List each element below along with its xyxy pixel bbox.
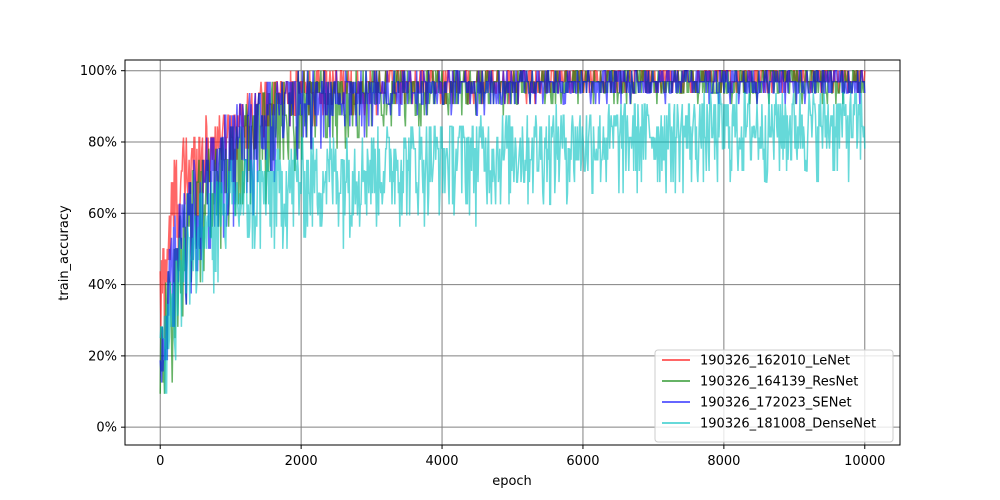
y-tick-label: 60% — [88, 207, 117, 222]
y-tick-label: 40% — [88, 278, 117, 293]
x-tick-label: 8000 — [707, 454, 740, 469]
x-tick-label: 10000 — [844, 454, 885, 469]
plot-frame — [124, 59, 901, 446]
legend-frame — [654, 349, 894, 443]
x-tick-label: 4000 — [425, 454, 458, 469]
x-axis-label: epoch — [492, 474, 532, 489]
legend-items: 190326_162010_LeNet 190326_164139_ResNet 1… — [662, 354, 876, 432]
x-tick-label: 0 — [156, 454, 164, 469]
legend-entry: 190326_172023_SENet — [700, 396, 852, 411]
y-axis: 0% 20% 40% 60% 80% 100% — [80, 64, 125, 436]
y-tick-label: 100% — [80, 64, 117, 79]
x-tick-label: 6000 — [566, 454, 599, 469]
legend-entry: 190326_162010_LeNet — [700, 354, 850, 369]
y-tick-label: 20% — [88, 349, 117, 364]
legend-entry: 190326_181008_DenseNet — [700, 417, 876, 432]
y-axis-label: train_accuracy — [57, 205, 72, 301]
y-tick-label: 80% — [88, 135, 117, 150]
legend-entry: 190326_164139_ResNet — [700, 375, 858, 390]
legend: 190326_162010_LeNet 190326_164139_ResNet 1… — [654, 349, 894, 443]
series-line-4 — [159, 92, 866, 394]
x-tick-label: 2000 — [285, 454, 318, 469]
series-line-3 — [159, 69, 866, 383]
y-tick-label: 0% — [96, 421, 117, 436]
x-axis: 0 2000 4000 6000 8000 10000 — [156, 445, 885, 469]
series-layer — [159, 69, 866, 394]
